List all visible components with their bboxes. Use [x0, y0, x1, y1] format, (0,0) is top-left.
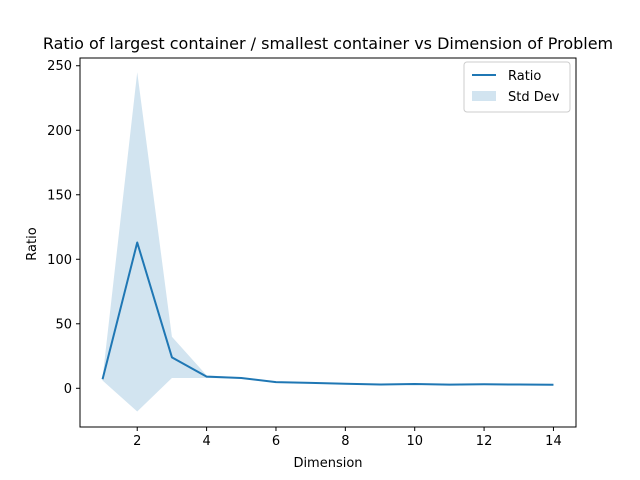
legend: Ratio Std Dev — [463, 61, 571, 113]
axes-frame — [79, 57, 577, 428]
chart-title: Ratio of largest container / smallest co… — [43, 34, 613, 53]
x-tick-label: 14 — [545, 434, 562, 449]
x-tick-label: 12 — [476, 434, 493, 449]
legend-stddev-label: Std Dev — [508, 90, 560, 105]
stddev-band — [102, 72, 554, 412]
y-tick-label: 250 — [47, 59, 72, 74]
x-tick-label: 4 — [202, 434, 210, 449]
x-axis-label: Dimension — [293, 456, 362, 471]
legend-stddev-swatch — [472, 91, 496, 101]
y-tick-label: 100 — [47, 253, 72, 268]
legend-ratio-label: Ratio — [508, 69, 541, 84]
y-axis-label: Ratio — [25, 227, 40, 260]
y-tick-label: 0 — [64, 382, 72, 397]
x-tick-label: 8 — [341, 434, 349, 449]
plot-area: 2 4 6 8 10 12 14 0 50 100 150 200 250 — [47, 57, 577, 449]
ratio-line — [101, 241, 554, 386]
y-tick-label: 150 — [47, 188, 72, 203]
y-tick-label: 50 — [55, 317, 72, 332]
y-tick-label: 200 — [47, 124, 72, 139]
x-tick-label: 10 — [406, 434, 423, 449]
x-tick-label: 6 — [272, 434, 280, 449]
x-tick-label: 2 — [133, 434, 141, 449]
